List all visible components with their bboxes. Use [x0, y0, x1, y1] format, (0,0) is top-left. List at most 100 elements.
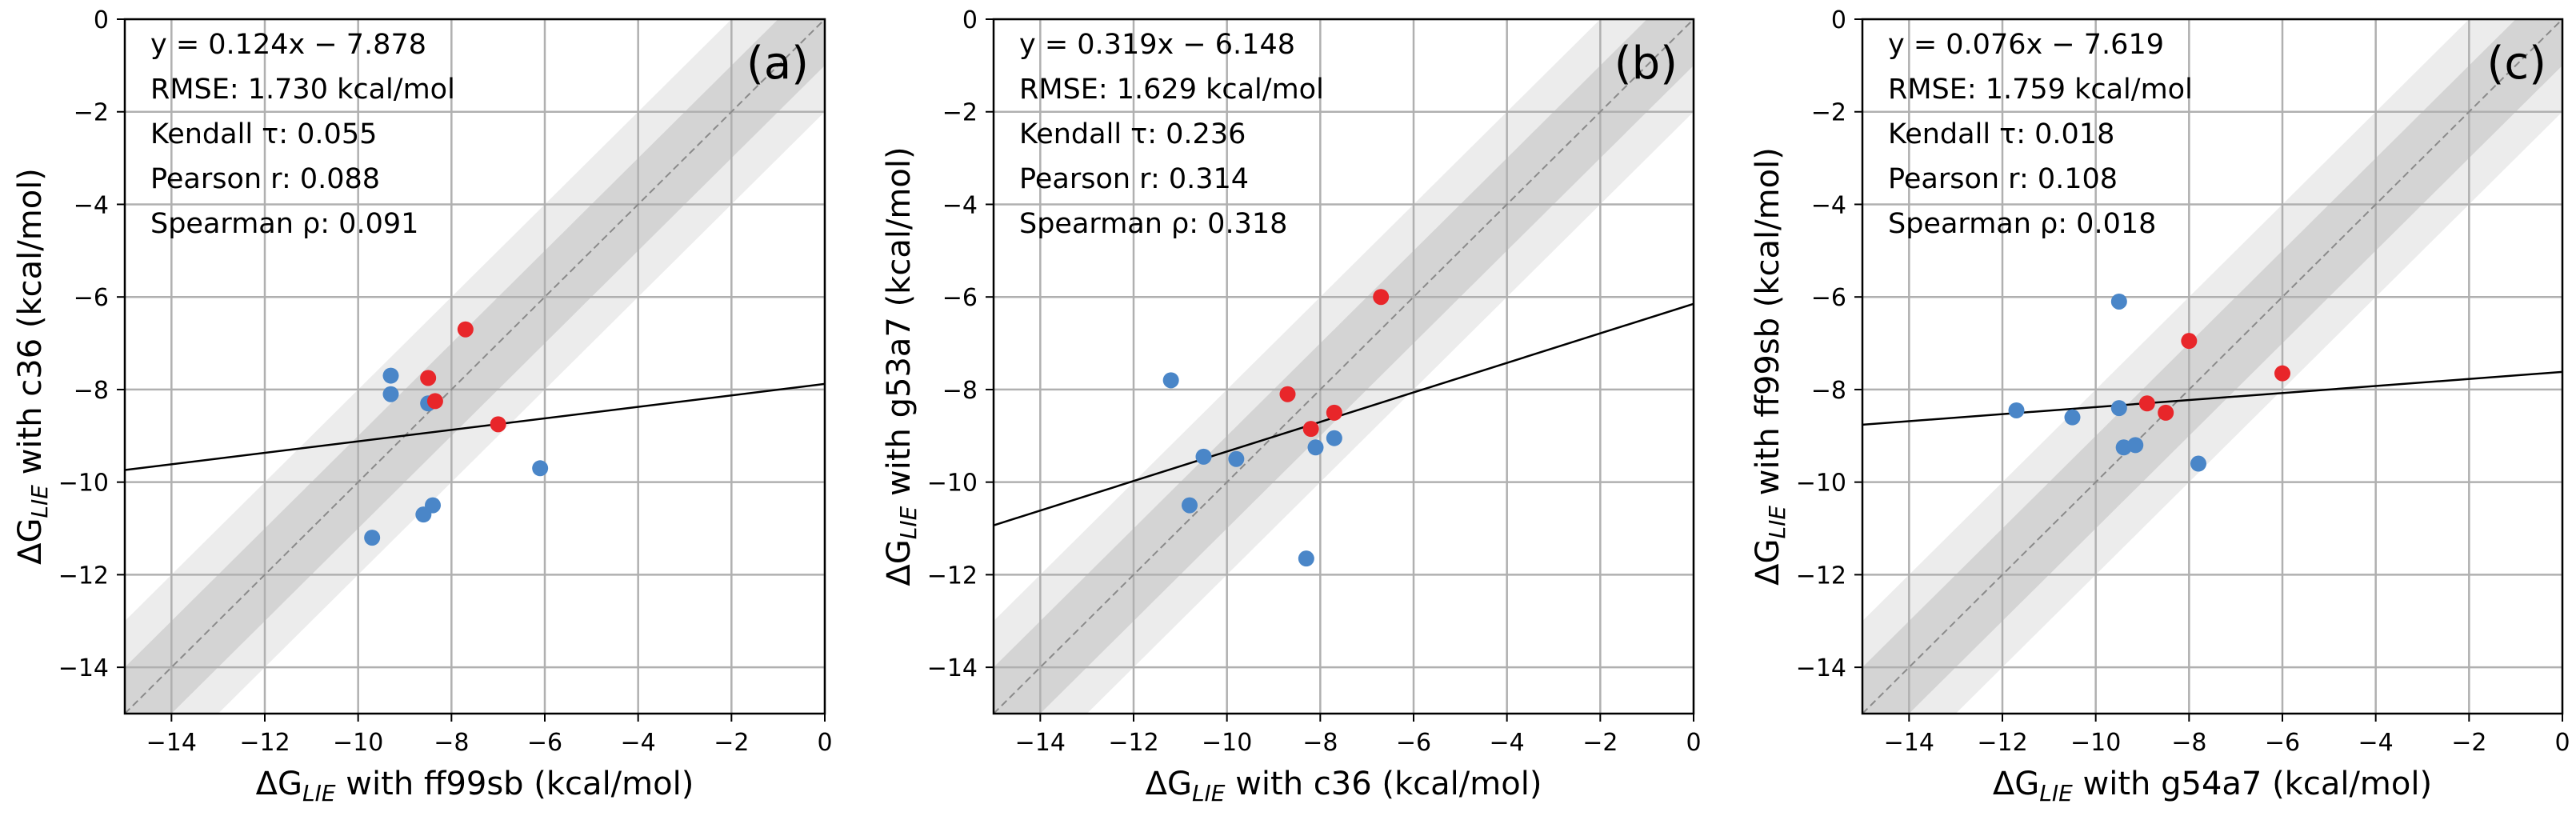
y-tick-label: −6	[1811, 284, 1846, 312]
data-point-red	[426, 393, 443, 410]
x-axis-label-prefix: ΔG	[256, 766, 302, 802]
x-axis-label: ΔGLIE with g54a7 (kcal/mol)	[1993, 766, 2432, 806]
x-tick-label: −14	[1015, 729, 1066, 757]
y-tick-label: −2	[1811, 99, 1846, 127]
y-tick-label: −8	[74, 377, 109, 405]
data-point-blue	[2008, 402, 2025, 418]
data-point-red	[1279, 386, 1296, 402]
data-point-blue	[1307, 439, 1324, 456]
y-axis-label-prefix: ΔG	[1750, 538, 1786, 585]
y-tick-label: −10	[927, 470, 978, 498]
axes-frame	[992, 18, 1695, 715]
y-tick-label: −10	[58, 470, 109, 498]
x-tick-label: −4	[1490, 729, 1525, 757]
x-tick-label: −8	[1302, 729, 1338, 757]
x-axis-label-suffix: with g54a7 (kcal/mol)	[2073, 766, 2432, 802]
data-point-red	[420, 370, 437, 386]
band-inner	[994, 19, 1694, 714]
data-point-blue	[2127, 437, 2144, 454]
y-axis-label-sub: LIE	[1764, 506, 1790, 539]
x-tick-label: −8	[2171, 729, 2206, 757]
data-point-red	[2158, 404, 2174, 421]
axes-frame	[1861, 18, 2564, 715]
y-axis-label-suffix: with ff99sb (kcal/mol)	[1750, 147, 1786, 506]
stats-annotation-0: y = 0.319x − 6.148	[1019, 29, 1295, 61]
stats-annotation-0: y = 0.076x − 7.619	[1888, 29, 2164, 61]
y-tick-label: −12	[927, 562, 978, 590]
x-axis-label-sub: LIE	[2039, 780, 2073, 806]
x-tick-label: −8	[434, 729, 469, 757]
identity-line	[125, 19, 825, 714]
data-point-blue	[415, 506, 432, 523]
x-axis-label-prefix: ΔG	[1146, 766, 1192, 802]
data-point-blue	[382, 386, 399, 402]
y-tick-label: 0	[94, 6, 109, 34]
x-tick-label: −6	[1396, 729, 1431, 757]
x-axis-label: ΔGLIE with c36 (kcal/mol)	[1146, 766, 1542, 806]
data-point-red	[2138, 395, 2155, 412]
fit-line	[125, 382, 825, 471]
y-axis-label-sub: LIE	[895, 506, 922, 539]
y-tick-label: 0	[962, 6, 978, 34]
stats-annotation-4: Spearman ρ: 0.318	[1019, 208, 1287, 240]
fit-line	[994, 302, 1694, 526]
y-tick-label: −2	[942, 99, 978, 127]
data-point-blue	[1298, 550, 1314, 567]
y-axis-label-suffix: with c36 (kcal/mol)	[12, 168, 49, 485]
x-tick-label: −6	[2265, 729, 2300, 757]
stats-annotation-1: RMSE: 1.730 kcal/mol	[150, 74, 455, 106]
x-axis-label-suffix: with ff99sb (kcal/mol)	[336, 766, 694, 802]
stats-annotation-4: Spearman ρ: 0.018	[1888, 208, 2156, 240]
y-tick-label: −4	[1811, 191, 1846, 219]
x-tick-label: −2	[2451, 729, 2486, 757]
data-point-blue	[2110, 293, 2127, 310]
y-axis-label: ΔGLIE with g53a7 (kcal/mol)	[881, 146, 922, 586]
stats-annotation-3: Pearson r: 0.108	[1888, 163, 2118, 195]
x-tick-label: −2	[714, 729, 749, 757]
plot-area	[1862, 19, 2562, 714]
band-inner	[125, 19, 825, 714]
x-tick-label: −4	[2358, 729, 2394, 757]
x-tick-label: −2	[1582, 729, 1618, 757]
data-point-red	[1373, 289, 1390, 306]
y-axis-label: ΔGLIE with c36 (kcal/mol)	[12, 168, 53, 565]
x-axis-label-prefix: ΔG	[1993, 766, 2039, 802]
data-point-red	[490, 416, 506, 433]
x-tick-label: −10	[1202, 729, 1252, 757]
chart-panel-1: −14 −14 −12 −12 −10 −10 −8 −8 −6 −6 −4 −4 −2 −2 0 0 y = …	[881, 6, 1702, 806]
data-point-blue	[1195, 448, 1212, 465]
panel-label: (b)	[1614, 38, 1678, 90]
x-tick-label: 0	[2554, 729, 2570, 757]
x-axis-label-sub: LIE	[1192, 780, 1226, 806]
x-tick-label: −6	[527, 729, 562, 757]
stats-annotation-2: Kendall τ: 0.055	[150, 118, 377, 150]
identity-line	[1862, 19, 2562, 714]
y-axis-label-prefix: ΔG	[12, 518, 49, 565]
panel-label: (a)	[746, 38, 809, 90]
x-axis-label-sub: LIE	[302, 780, 336, 806]
y-tick-label: −14	[58, 654, 109, 682]
y-axis-label-suffix: with g53a7 (kcal/mol)	[881, 146, 918, 506]
fit-line	[1862, 370, 2562, 426]
identity-line	[994, 19, 1694, 714]
data-point-red	[457, 321, 474, 338]
y-tick-label: −2	[74, 99, 109, 127]
y-tick-label: −14	[927, 654, 978, 682]
y-axis-label-prefix: ΔG	[881, 539, 918, 586]
stats-annotation-3: Pearson r: 0.314	[1019, 163, 1249, 195]
y-tick-label: −10	[1796, 470, 1846, 498]
y-tick-label: −8	[942, 377, 978, 405]
data-point-blue	[364, 530, 381, 546]
chart-panel-0: −14 −14 −12 −12 −10 −10 −8 −8 −6 −6 −4 −4 −2 −2 0 0 y = …	[12, 6, 833, 806]
x-tick-label: −10	[333, 729, 383, 757]
stats-annotation-4: Spearman ρ: 0.091	[150, 208, 418, 240]
x-tick-label: −12	[1977, 729, 2027, 757]
x-axis-label-suffix: with c36 (kcal/mol)	[1226, 766, 1542, 802]
x-tick-label: 0	[1686, 729, 1701, 757]
stats-annotation-2: Kendall τ: 0.018	[1888, 118, 2114, 150]
x-tick-label: −12	[1108, 729, 1158, 757]
plot-area	[994, 19, 1694, 714]
panel-label: (c)	[2487, 38, 2546, 90]
data-point-blue	[1162, 372, 1179, 389]
stats-annotation-2: Kendall τ: 0.236	[1019, 118, 1246, 150]
